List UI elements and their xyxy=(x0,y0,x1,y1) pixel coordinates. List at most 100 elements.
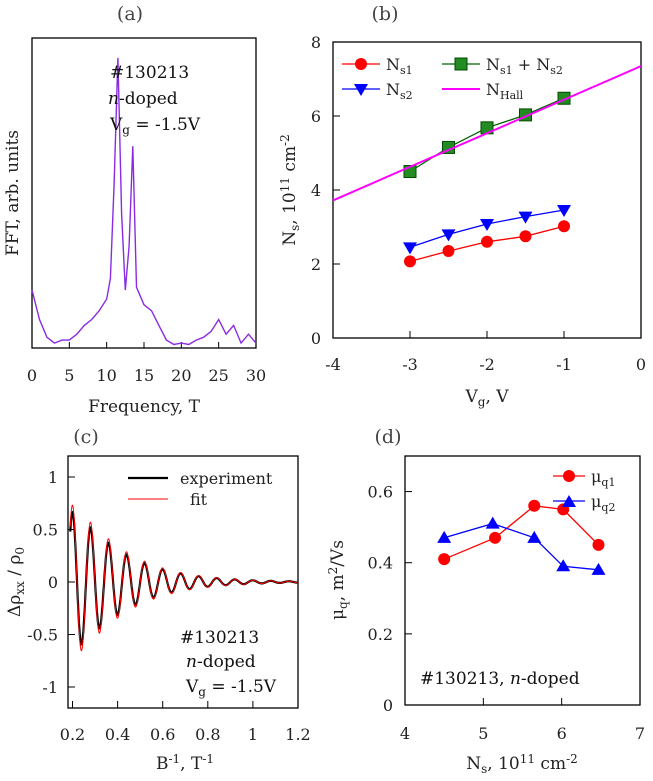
panel-b-legend: Ns1 Ns1 + Ns2 Ns2 NHall xyxy=(342,55,563,102)
panel-c-legend: experiment fit xyxy=(128,469,273,509)
panel-c-x-tick-label: 1.2 xyxy=(285,725,310,744)
panel-b-y-tick-label: 4 xyxy=(311,181,321,200)
panel-c-x-tick-label: 0.8 xyxy=(195,725,220,744)
panel-c-label: (c) xyxy=(73,426,98,448)
panel-b-x-tick-label: 0 xyxy=(636,355,646,374)
panel-d-annotation: #130213, n-doped xyxy=(420,669,580,689)
panel-d-y-axis-label: μq, m2/Vs xyxy=(326,540,350,620)
panel-c-y-tick-label: -1 xyxy=(42,678,58,697)
panel-a: (a) 0 5 10 15 20 25 30 #130213 n-doped Vg = -1… xyxy=(3,3,266,417)
legend-mu-q2-label: μq2 xyxy=(591,492,615,514)
panel-a-x-tick-label: 30 xyxy=(246,366,266,385)
panel-d-x-axis-label: Ns, 1011 cm-2 xyxy=(466,752,578,776)
panel-c-x-tick-label: 0.6 xyxy=(150,725,175,744)
panel-b: (b) -4 -3 -2 -1 0 0 2 4 6 8 Ns1 Ns1 + Ns2 Ns2 NHa… xyxy=(278,3,646,409)
series-mu-q1-point xyxy=(528,499,541,512)
panel-b-y-tick-label: 2 xyxy=(311,255,321,274)
panel-b-x-tick-label: -1 xyxy=(556,355,572,374)
legend-ns2-marker xyxy=(354,84,368,96)
series-mu-q1-point xyxy=(438,553,451,566)
panel-a-label: (a) xyxy=(117,3,143,25)
panel-c-annotation-doping: n-doped xyxy=(186,652,256,672)
series-mu-q2-point xyxy=(527,530,542,543)
panel-a-frame xyxy=(31,37,257,349)
panel-c: (c) 0.2 0.4 0.6 0.8 1 1.2 -1 -0.5 0 0.5 1 experime… xyxy=(5,426,311,774)
series-mu-q2-point xyxy=(591,562,606,575)
panel-a-x-axis-label: Frequency, T xyxy=(88,397,200,417)
panel-c-x-axis-label: B-1, T-1 xyxy=(156,752,214,774)
series-mu-q2-point xyxy=(556,559,571,572)
panel-c-axes-ticks: 0.2 0.4 0.6 0.8 1 1.2 -1 -0.5 0 0.5 1 xyxy=(27,468,311,744)
panel-d: (d) 4 5 6 7 0 0.2 0.4 0.6 μq1 μq2 #130213, n-do… xyxy=(326,426,645,776)
panel-c-frame xyxy=(67,455,299,709)
panel-b-x-tick-label: -4 xyxy=(325,355,341,374)
legend-ns1-label: Ns1 xyxy=(386,55,413,77)
series-mu-q1-line xyxy=(443,505,599,560)
panel-d-y-tick-label: 0 xyxy=(383,696,393,715)
series-ns2-point xyxy=(441,229,456,242)
panel-c-y-tick-label: -0.5 xyxy=(27,626,58,645)
panel-c-x-tick-label: 0.4 xyxy=(105,725,130,744)
panel-d-y-tick-label: 0.2 xyxy=(368,625,393,644)
legend-fit-label: fit xyxy=(190,490,208,509)
panel-d-x-tick-label: 6 xyxy=(557,724,567,743)
panel-d-label: (d) xyxy=(375,426,402,448)
panel-d-y-tick-label: 0.6 xyxy=(368,483,393,502)
series-ns1-point xyxy=(442,245,455,258)
series-ns1-point xyxy=(481,235,493,248)
panel-d-series xyxy=(437,499,606,575)
panel-d-axes-ticks: 4 5 6 7 0 0.2 0.4 0.6 xyxy=(368,483,646,743)
panel-a-x-ticks: 0 5 10 15 20 25 30 xyxy=(27,342,266,385)
panel-c-annotation-gate: Vg = -1.5V xyxy=(185,677,277,699)
series-mu-q1-point xyxy=(489,531,502,544)
series-ns1-point xyxy=(558,220,570,233)
panel-a-x-tick-label: 25 xyxy=(208,366,228,385)
panel-b-y-tick-label: 0 xyxy=(311,329,321,348)
panel-a-x-tick-label: 15 xyxy=(134,366,154,385)
panel-d-x-tick-label: 7 xyxy=(635,724,645,743)
panel-c-y-tick-label: 0 xyxy=(48,573,58,592)
panel-d-y-tick-label: 0.4 xyxy=(368,554,393,573)
series-ns2-point xyxy=(557,204,571,217)
series-mu-q2-point xyxy=(437,530,452,543)
panel-b-y-tick-label: 8 xyxy=(311,33,321,52)
panel-d-x-tick-label: 5 xyxy=(478,724,488,743)
panel-a-annotation-gate: Vg = -1.5V xyxy=(109,115,201,137)
series-ns1-point xyxy=(404,255,416,268)
panel-b-y-axis-label: Ns, 1011 cm-2 xyxy=(278,134,302,246)
fit-curve xyxy=(69,504,298,652)
panel-b-x-axis-label: Vg, V xyxy=(464,387,509,409)
panel-d-frame xyxy=(404,455,641,706)
panel-c-x-tick-label: 1 xyxy=(248,725,258,744)
panel-a-x-tick-label: 5 xyxy=(64,366,74,385)
panel-c-y-tick-label: 0.5 xyxy=(33,521,58,540)
series-ns2-point xyxy=(480,219,494,232)
panel-a-x-tick-label: 0 xyxy=(27,366,37,385)
panel-c-x-tick-label: 0.2 xyxy=(60,725,85,744)
legend-mu-q1-marker xyxy=(563,470,575,482)
panel-b-x-tick-label: -2 xyxy=(479,355,495,374)
legend-mu-q2-marker xyxy=(562,495,576,507)
series-nhall-line xyxy=(332,65,642,202)
fft-spectrum-line xyxy=(31,57,257,346)
legend-nsum-label: Ns1 + Ns2 xyxy=(486,55,563,77)
panel-a-y-axis-label: FFT, arb. units xyxy=(3,130,23,256)
panel-b-y-tick-label: 6 xyxy=(311,107,321,126)
series-ns2-point xyxy=(403,242,417,255)
panel-a-annotation-doping: n-doped xyxy=(108,89,178,109)
panel-a-x-tick-label: 10 xyxy=(96,366,116,385)
series-mu-q2-line xyxy=(444,522,599,571)
legend-nhall-label: NHall xyxy=(486,80,524,102)
panel-c-y-tick-label: 1 xyxy=(48,468,58,487)
panel-d-legend: μq1 μq2 xyxy=(553,467,615,514)
legend-experiment-label: experiment xyxy=(180,469,273,488)
panel-c-annotation-sample: #130213 xyxy=(180,628,259,648)
panel-b-series xyxy=(332,65,642,268)
legend-ns2-label: Ns2 xyxy=(386,80,413,102)
series-ns2-point xyxy=(518,211,533,224)
series-mu-q1-point xyxy=(592,538,605,551)
series-mu-q2-point xyxy=(485,516,500,529)
legend-ns1-marker xyxy=(355,58,367,70)
legend-mu-q1-label: μq1 xyxy=(591,467,615,489)
